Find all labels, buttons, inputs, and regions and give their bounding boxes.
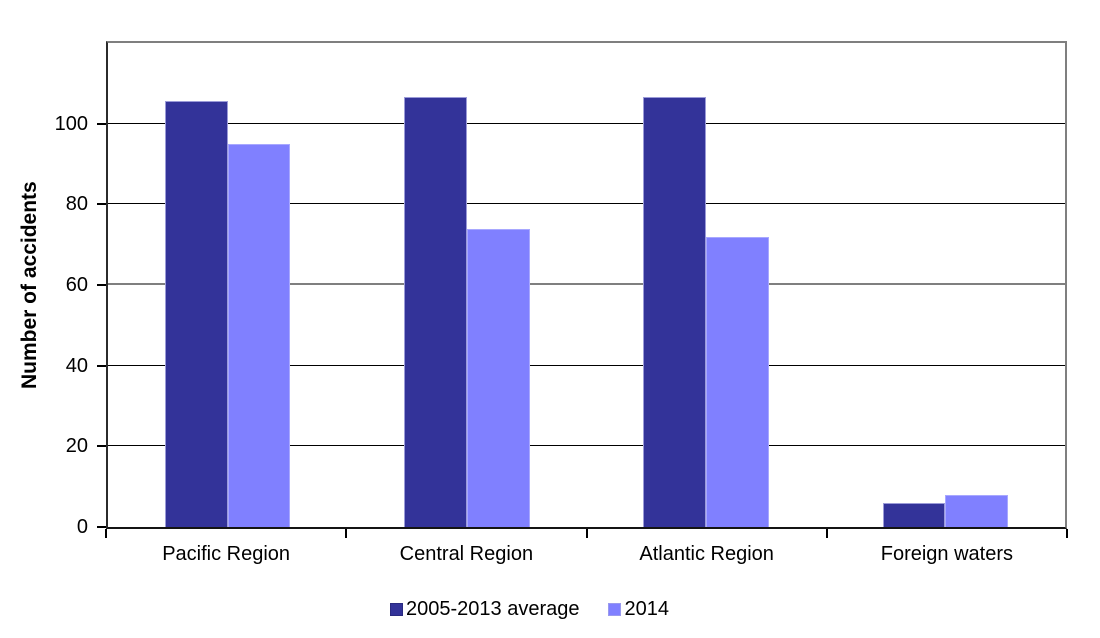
y-tick-mark (97, 364, 106, 367)
x-axis-ticks (105, 529, 1068, 538)
legend-color-swatch (608, 603, 622, 616)
x-tick-mark (585, 529, 588, 538)
legend: 2005-2013 average 2014 (0, 598, 1080, 621)
gridline-60 (108, 283, 1065, 285)
legend-label: 2014 (624, 598, 669, 620)
x-category-label: Foreign waters (880, 543, 1014, 565)
y-tick-mark (97, 122, 106, 125)
bar-group-2 (347, 43, 586, 527)
y-tick-label: 100 (54, 112, 88, 135)
bar-series-1 (164, 100, 228, 527)
gridline-40 (108, 364, 1065, 366)
y-tick-mark (97, 203, 106, 206)
y-tick-label: 0 (76, 516, 88, 538)
y-tick-mark (97, 445, 106, 448)
bar-group-1 (108, 43, 347, 527)
bar-series-2 (227, 143, 291, 527)
y-axis: 0 20 40 60 80 100 (0, 43, 106, 537)
x-category-label: Atlantic Region (639, 543, 774, 565)
x-tick-mark (1066, 529, 1068, 538)
x-tick-mark (105, 529, 107, 538)
y-tick-label: 80 (65, 193, 88, 216)
bar-series-1 (882, 502, 946, 527)
plot-area (106, 41, 1067, 529)
bar-group-4 (826, 43, 1065, 527)
y-tick-label: 60 (65, 274, 88, 296)
bar-series-2 (706, 236, 769, 527)
bar-series-2 (945, 494, 1009, 527)
bar-series-2 (466, 228, 530, 527)
x-tick-mark (345, 529, 348, 538)
y-tick-label: 20 (65, 435, 88, 458)
y-tick-mark (97, 284, 106, 286)
legend-item: 2014 (608, 598, 669, 621)
gridline-80 (108, 203, 1065, 205)
gridline-100 (108, 122, 1065, 124)
x-tick-mark (825, 529, 828, 538)
x-category-label: Pacific Region (162, 543, 291, 565)
x-category-label: Central Region (399, 543, 534, 565)
legend-item: 2005-2013 average (390, 598, 580, 621)
bar-series-1 (643, 96, 707, 527)
legend-label: 2005-2013 average (406, 598, 580, 620)
legend-color-swatch (390, 603, 403, 616)
y-tick-label: 40 (65, 354, 88, 377)
y-tick-mark (97, 526, 106, 528)
gridline-20 (108, 445, 1065, 447)
bar-group-3 (587, 43, 826, 527)
x-axis-labels: Pacific Region Central Region Atlantic Reg… (106, 542, 1067, 566)
bar-series-1 (404, 97, 467, 527)
